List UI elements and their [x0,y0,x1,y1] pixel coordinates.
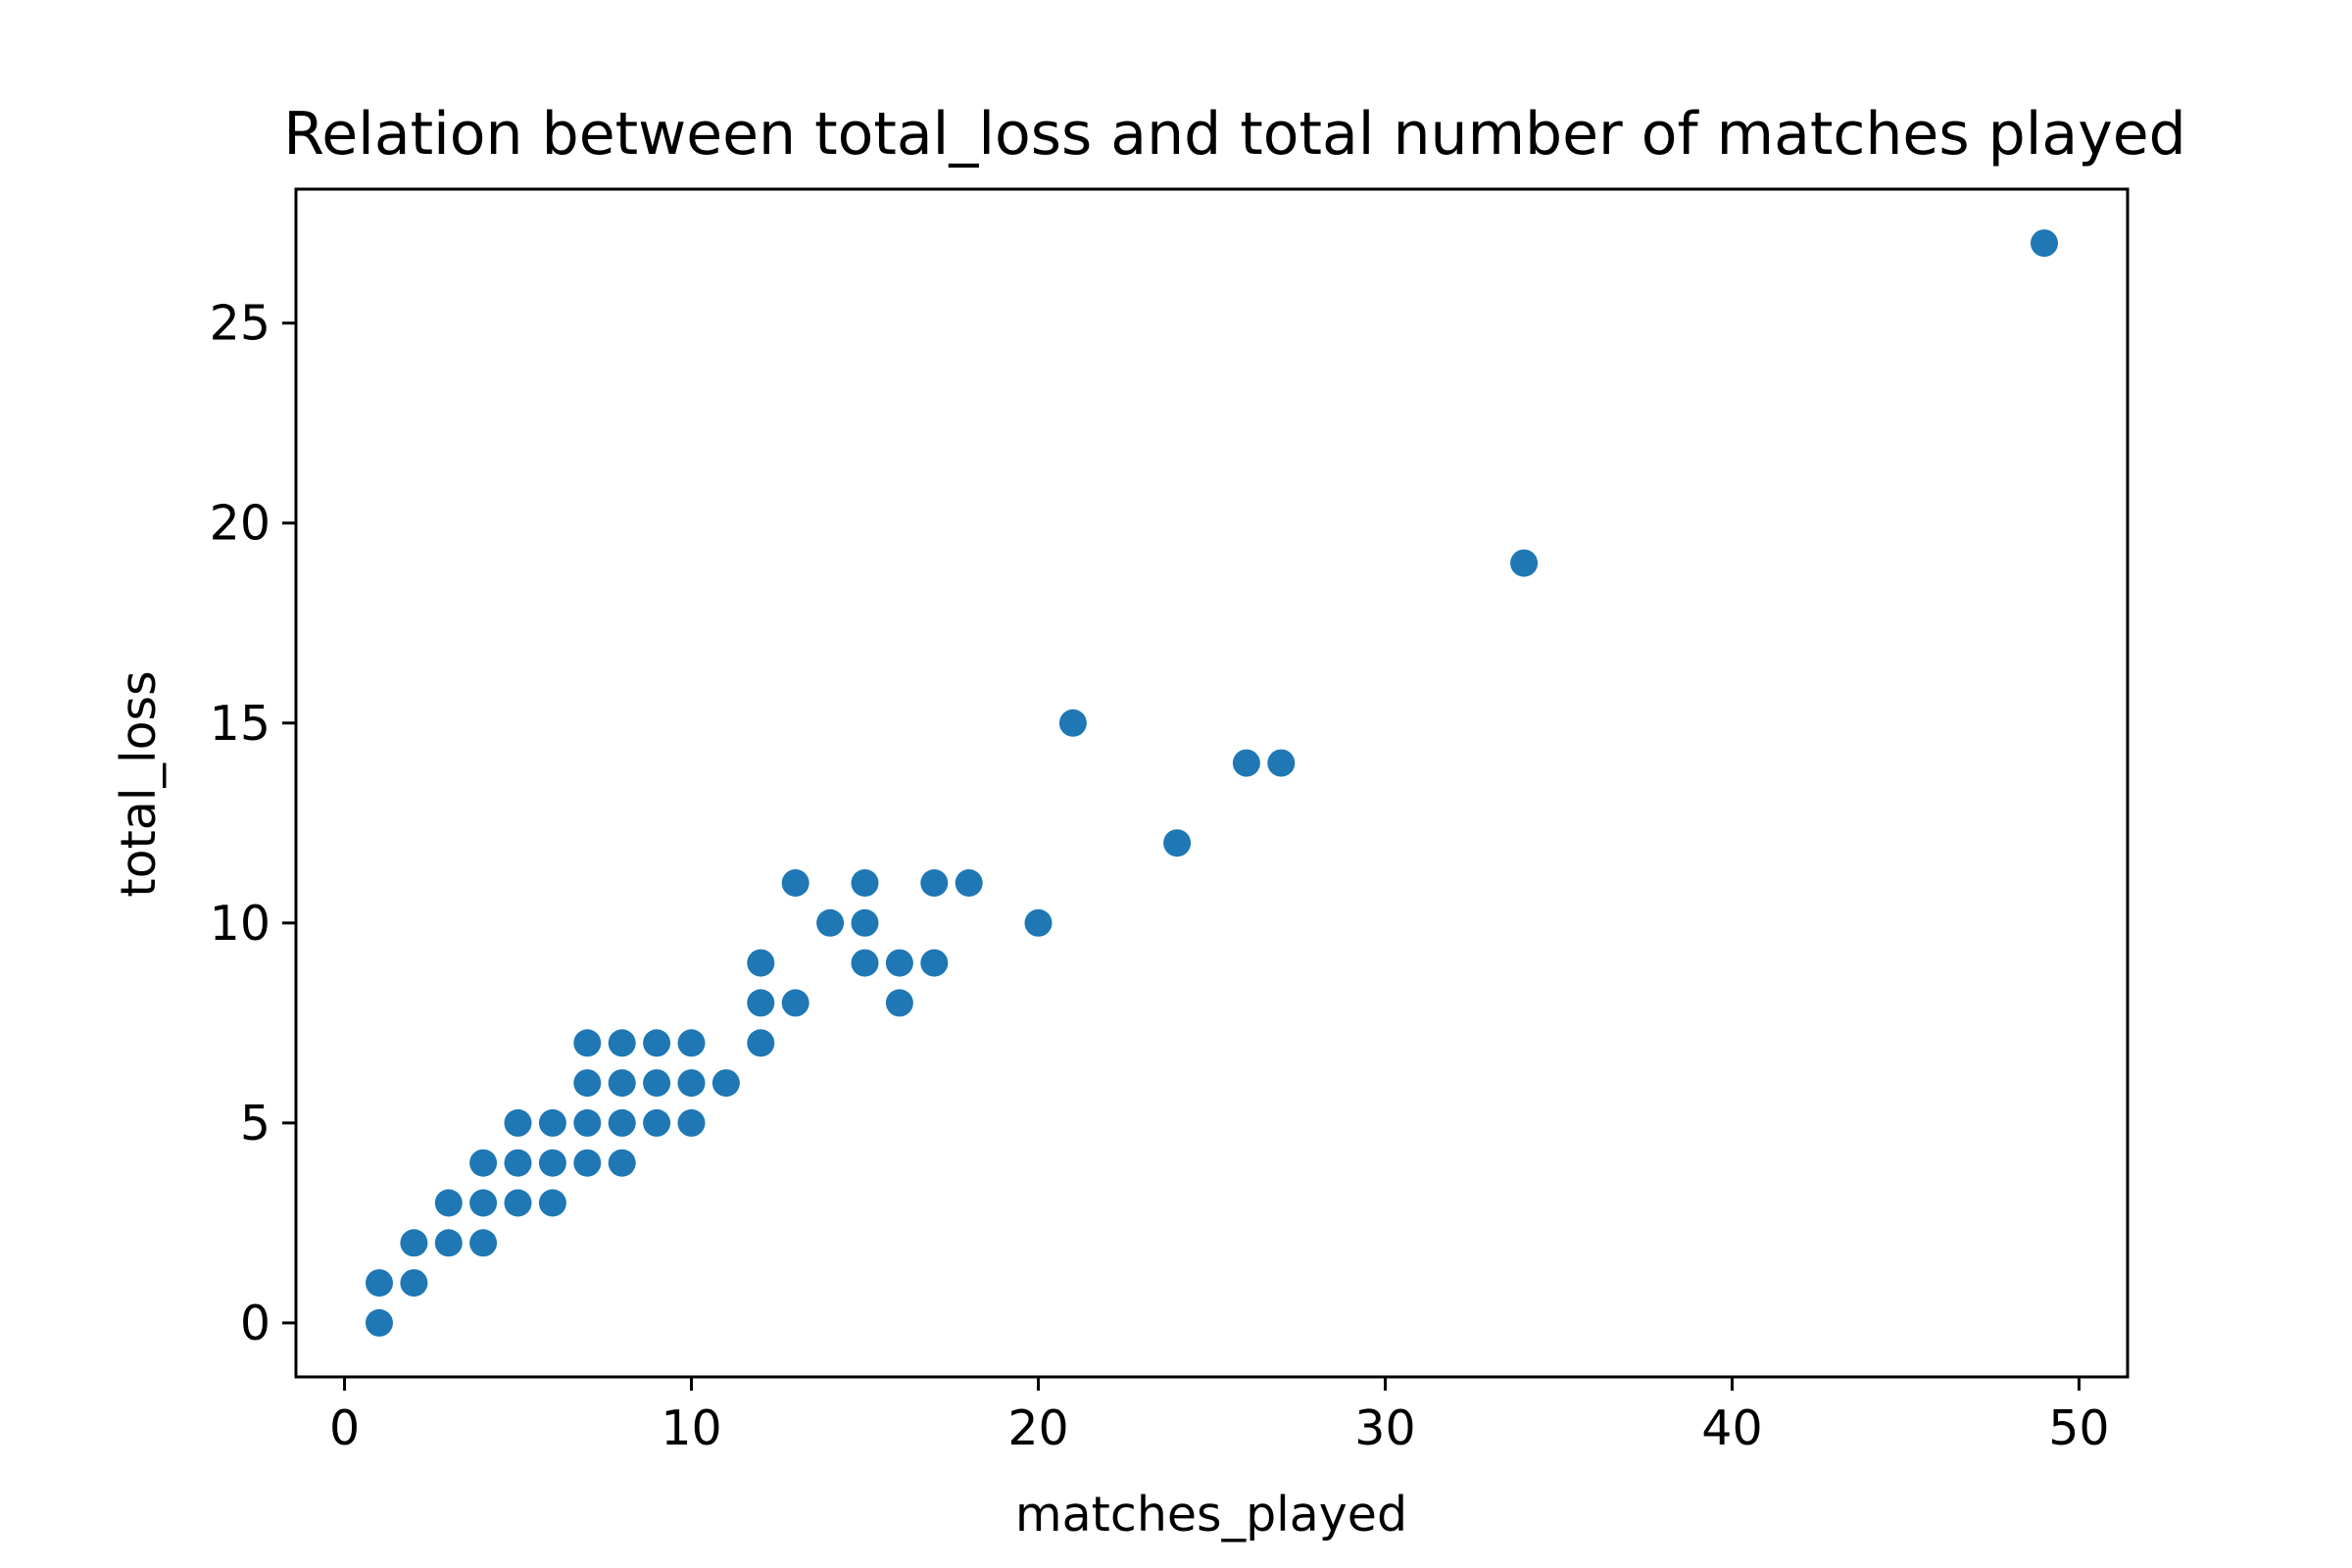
data-point-30 [747,1029,775,1057]
data-point-1 [366,1269,393,1298]
data-point-41 [920,949,949,977]
data-point-5 [434,1189,463,1217]
data-point-46 [1163,829,1192,858]
data-point-39 [885,989,913,1017]
data-point-2 [400,1269,428,1298]
data-point-22 [608,1029,636,1057]
x-tick-label-1: 10 [661,1400,721,1456]
data-point-43 [955,869,983,897]
data-point-13 [538,1149,566,1177]
data-point-6 [469,1229,498,1257]
data-point-18 [573,1029,602,1057]
data-point-38 [851,869,879,897]
data-point-16 [573,1108,602,1137]
data-point-31 [747,989,775,1017]
data-point-23 [643,1108,671,1137]
data-point-11 [504,1108,532,1137]
plot-frame [294,187,2130,1379]
data-point-29 [711,1069,740,1098]
x-tick-label-0: 0 [329,1400,360,1456]
data-point-47 [1232,749,1260,777]
data-point-28 [677,1029,706,1057]
data-point-7 [469,1189,498,1217]
y-tick-label-3: 15 [210,696,270,752]
data-point-49 [1510,549,1539,577]
data-point-24 [643,1069,671,1098]
x-tick-label-3: 30 [1354,1400,1415,1456]
y-tick-label-1: 5 [240,1096,270,1152]
data-point-33 [781,989,809,1017]
data-point-19 [608,1149,636,1177]
data-point-15 [573,1149,602,1177]
data-point-42 [920,869,949,897]
y-axis: 0 5 10 15 20 25 [210,296,296,1351]
data-point-10 [504,1149,532,1177]
y-axis-label: total_loss [111,670,167,897]
data-point-45 [1058,709,1087,737]
y-tick-label-4: 20 [210,496,270,552]
data-point-25 [643,1029,671,1057]
x-tick-label-2: 20 [1007,1400,1068,1456]
data-point-50 [2031,229,2058,258]
data-point-12 [538,1189,566,1217]
data-point-17 [573,1069,602,1098]
data-point-20 [608,1108,636,1137]
data-point-14 [538,1108,566,1137]
data-point-0 [366,1308,393,1337]
data-point-3 [400,1229,428,1257]
x-axis: 0 10 20 30 40 50 [329,1377,2110,1456]
x-tick-label-5: 50 [2048,1400,2109,1456]
data-point-44 [1024,908,1053,937]
data-point-34 [781,869,809,897]
x-tick-label-4: 40 [1701,1400,1762,1456]
data-point-21 [608,1069,636,1098]
data-point-32 [747,949,775,977]
data-point-36 [851,949,879,977]
data-point-9 [504,1189,532,1217]
data-point-27 [677,1069,706,1098]
y-tick-label-5: 25 [210,296,270,352]
data-point-8 [469,1149,498,1177]
points-layer [366,229,2058,1337]
data-point-40 [885,949,913,977]
y-tick-label-0: 0 [240,1296,270,1351]
data-point-37 [851,908,879,937]
y-tick-label-2: 10 [210,896,270,952]
data-point-4 [434,1229,463,1257]
x-axis-label: matches_played [1015,1487,1407,1543]
data-point-35 [816,908,845,937]
data-point-48 [1267,749,1296,777]
data-point-26 [677,1108,706,1137]
chart-title: Relation between total_loss and total nu… [283,100,2185,169]
